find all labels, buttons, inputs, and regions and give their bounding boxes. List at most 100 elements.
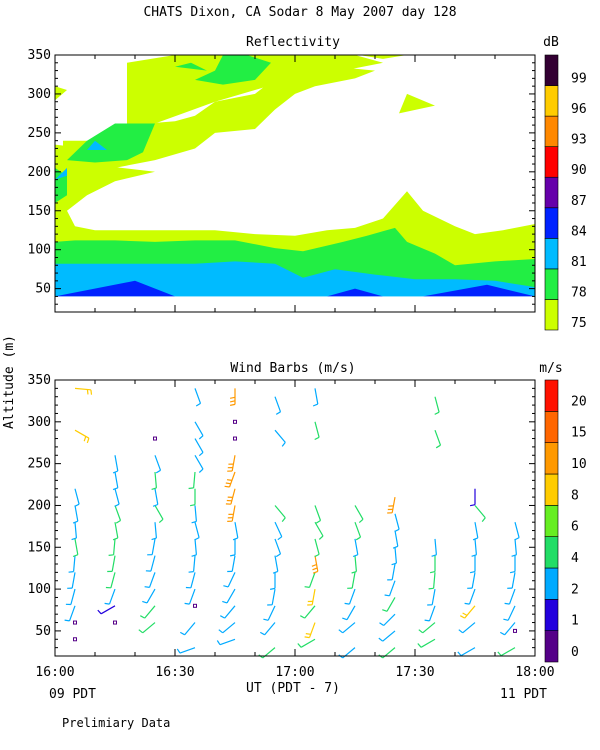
wind-barb-flag [275,411,281,415]
wind-barb-flag [424,619,430,622]
wind-barb [422,622,436,634]
wind-barb-flag [195,402,201,407]
reflectivity-region-75 [359,55,407,59]
wind-barb [311,588,316,605]
wind-barb [194,522,200,538]
wind-barbs-frame [54,379,536,657]
calm-wind-marker [153,436,157,441]
wind-barb-flag [514,537,520,541]
wind-barb-flag [188,571,194,573]
reflectivity-colorbar-title: dB [543,35,559,50]
wind-barb-flag [115,519,121,524]
wind-barb [114,471,119,488]
wind-barb [68,605,76,622]
wind-barb [154,522,157,539]
wind-barb [224,605,236,619]
colorbar-swatch [544,238,559,270]
colorbar-label: 20 [571,394,587,409]
wind-barb [300,638,316,648]
wind-barb [388,580,396,597]
wind-barb-flag [315,519,321,524]
wind-barb-flag [155,469,161,474]
y-tick-label: 50 [35,282,51,297]
colorbar-label: 96 [571,102,587,117]
wind-barb [500,647,516,657]
wind-barb-flag [90,389,93,395]
wind-barb-flag [229,396,236,399]
wind-barb-flag [314,553,320,558]
wind-barb-flag [189,504,196,507]
wind-barb-flag [300,615,305,619]
wind-barb [314,421,320,438]
wind-barb [219,638,236,646]
wind-barb-flag [277,536,283,541]
wind-barb [314,538,320,555]
wind-barb-flag [382,609,388,612]
wind-barb [508,588,516,605]
wind-barb [507,605,516,621]
reflectivity-region-75 [55,86,67,101]
wind-barb [231,555,236,572]
wind-barb-flag [198,468,204,473]
wind-barb [383,613,396,626]
wind-barb-flag [297,643,302,648]
wind-barb-flag [481,517,486,522]
wind-barb [434,538,437,555]
wind-barb-flag [151,537,157,541]
left-date-label: 09 PDT [49,687,96,702]
wind-barb-flag [457,651,462,656]
wind-barb [354,521,362,538]
wind-barb [230,488,236,505]
wind-barb [74,505,79,522]
colorbar-label: 75 [571,316,587,331]
wind-barb [154,455,162,471]
calm-wind-marker [513,628,517,633]
wind-barb-flag [312,570,319,574]
x-tick-label: 17:30 [395,665,434,680]
wind-barb [110,572,116,588]
wind-barb-flag [471,554,477,557]
calm-wind-marker [233,436,237,441]
wind-barb-flag [140,615,145,619]
y-tick-label: 350 [28,48,51,63]
wind-barb [274,396,282,413]
wind-barb-flag [469,504,476,507]
reflectivity-region-84 [423,284,535,297]
wind-barb [231,505,236,522]
y-tick-label: 200 [28,498,51,513]
reflectivity-region-84 [327,288,383,297]
wind-barb [100,605,116,615]
wind-barb [114,455,119,472]
wind-barb-flag [281,442,286,447]
wind-barb-flag [68,571,74,573]
x-tick-label: 18:00 [515,665,554,680]
wind-barb [354,505,364,520]
wind-colorbar: 0 1 2 4 6 8 10 15 20 [544,379,587,663]
x-tick-label: 17:00 [275,665,314,680]
wind-barb [227,572,236,588]
wind-barb [308,622,316,638]
wind-barb-flag [97,609,102,615]
colorbar-swatch [544,299,559,331]
y-tick-label: 350 [28,373,51,388]
colorbar-label: 10 [571,457,587,472]
wind-barb [468,588,476,605]
colorbar-swatch [544,411,559,443]
wind-barb [433,572,436,589]
colorbar-label: 8 [571,488,579,503]
wind-barb-flag [260,631,265,636]
wind-barb [231,455,236,472]
wind-barb-flag [151,487,157,490]
y-tick-label: 50 [35,624,51,639]
wind-barb-flag [184,602,190,605]
wind-barb [474,538,477,555]
wind-barb [114,522,119,539]
wind-barb [346,605,356,620]
wind-barb-flag [469,571,476,574]
colorbar-swatch [544,567,559,600]
wind-barb-flag [229,403,236,406]
wind-barb-flag [74,503,80,507]
wind-barb [394,513,400,530]
wind-barb [193,555,196,572]
